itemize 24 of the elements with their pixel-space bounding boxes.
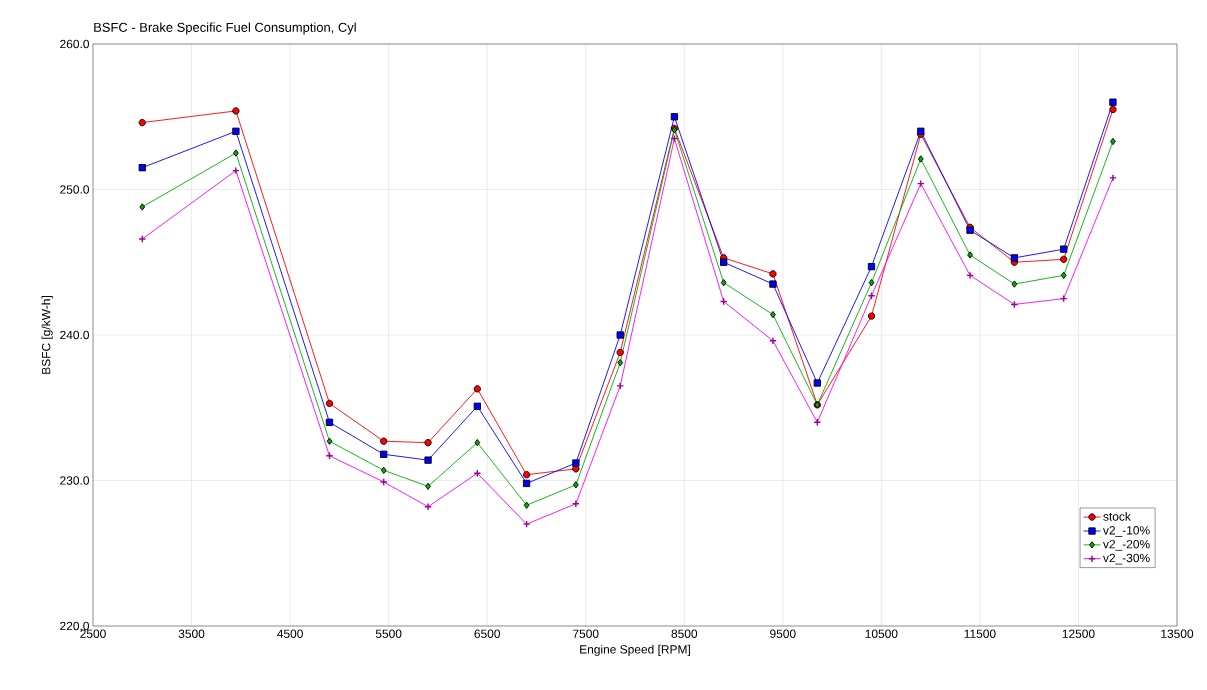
x-tick-label: 7500	[573, 629, 599, 638]
x-tick-label: 11500	[964, 629, 996, 638]
legend-label: v2_-30%	[1103, 553, 1150, 565]
x-tick-label: 10500	[865, 629, 898, 638]
chart-title: BSFC - Brake Specific Fuel Consumption, Cyl	[94, 22, 356, 35]
y-axis-title: BSFC [g/kW-h]	[41, 296, 53, 374]
legend-label: stock	[1103, 511, 1131, 521]
x-tick-label: 13500	[1161, 629, 1194, 638]
x-tick-label: 4500	[277, 629, 303, 638]
x-tick-label: 3500	[178, 629, 205, 638]
x-axis-title: Engine Speed [RPM]	[580, 644, 690, 656]
y-tick-label: 250.0	[60, 185, 90, 194]
y-tick-label: 260.0	[60, 39, 90, 49]
y-tick-label: 220.0	[60, 621, 90, 631]
y-tick-label: 230.0	[60, 476, 90, 485]
x-tick-label: 8500	[671, 629, 698, 638]
y-tick-label: 240.0	[60, 330, 90, 340]
legend-label: v2_-10%	[1103, 526, 1150, 537]
x-tick-label: 9500	[770, 629, 796, 638]
legend-label: v2_-20%	[1103, 539, 1150, 551]
x-tick-label: 2500	[80, 629, 106, 638]
x-tick-label: 6500	[474, 629, 501, 638]
x-tick-label: 5500	[375, 629, 402, 638]
x-tick-label: 12500	[1062, 629, 1095, 638]
